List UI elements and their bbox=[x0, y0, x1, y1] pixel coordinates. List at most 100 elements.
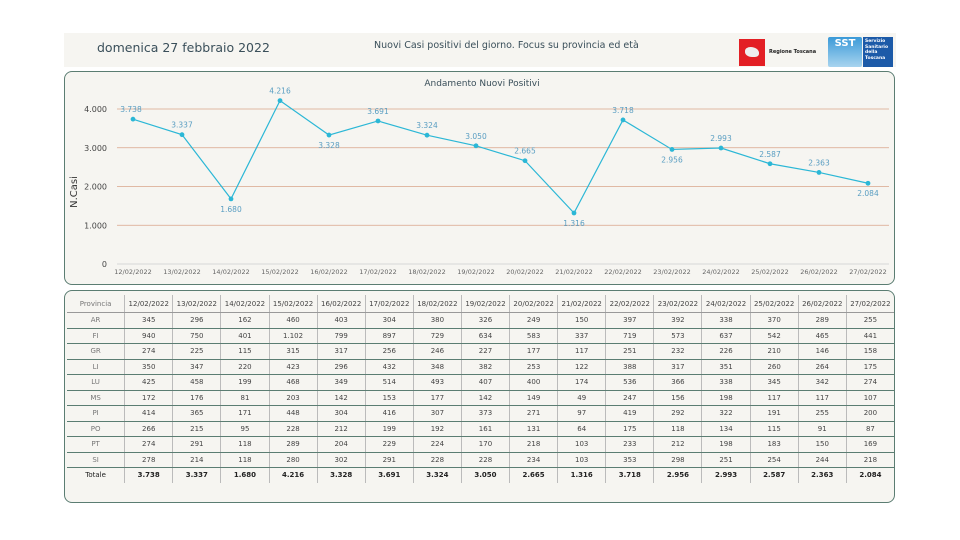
x-tick-label: 25/02/2022 bbox=[751, 268, 788, 276]
value-cell: 122 bbox=[557, 359, 606, 375]
value-cell: 118 bbox=[653, 421, 702, 437]
value-cell: 192 bbox=[412, 421, 462, 437]
value-cell: 637 bbox=[701, 328, 751, 344]
data-point bbox=[865, 180, 871, 186]
value-cell: 448 bbox=[268, 405, 318, 422]
value-cell: 388 bbox=[605, 359, 654, 375]
value-cell: 264 bbox=[797, 359, 847, 375]
value-cell: 416 bbox=[364, 405, 414, 422]
data-point bbox=[522, 158, 528, 164]
data-label: 2.084 bbox=[857, 189, 879, 198]
value-cell: 2.587 bbox=[749, 467, 799, 483]
value-cell: 177 bbox=[509, 343, 558, 360]
value-cell: 298 bbox=[653, 452, 702, 468]
total-row: Totale 3.738 3.337 1.680 4.216 3.328 3.691 3.32… bbox=[67, 467, 894, 483]
value-cell: 158 bbox=[845, 343, 894, 360]
value-cell: 373 bbox=[460, 405, 510, 422]
value-cell: 103 bbox=[557, 452, 606, 468]
column-header-date: 15/02/2022 bbox=[268, 295, 318, 313]
value-cell: 198 bbox=[701, 436, 751, 453]
column-header-provincia: Provincia bbox=[67, 295, 125, 313]
value-cell: 2.363 bbox=[797, 467, 847, 483]
column-header-date: 17/02/2022 bbox=[364, 295, 414, 313]
value-cell: 419 bbox=[605, 405, 654, 422]
value-cell: 382 bbox=[460, 359, 510, 375]
value-cell: 401 bbox=[220, 328, 269, 344]
value-cell: 200 bbox=[845, 405, 894, 422]
table-row: FI 940 750 401 1.102 799 897 729 634 583 337 719 573… bbox=[67, 328, 894, 344]
value-cell: 117 bbox=[557, 343, 606, 360]
value-cell: 274 bbox=[124, 436, 173, 453]
value-cell: 228 bbox=[268, 421, 318, 437]
value-cell: 226 bbox=[701, 343, 751, 360]
value-cell: 198 bbox=[701, 390, 751, 406]
value-cell: 227 bbox=[460, 343, 510, 360]
value-cell: 345 bbox=[749, 374, 799, 391]
table-row: GR 274 225 115 315 317 256 246 227 177 117 251 232 22… bbox=[67, 343, 894, 360]
x-tick-label: 22/02/2022 bbox=[604, 268, 641, 276]
value-cell: 292 bbox=[653, 405, 702, 422]
value-cell: 296 bbox=[316, 359, 366, 375]
value-cell: 103 bbox=[557, 436, 606, 453]
province-cell: Totale bbox=[85, 471, 106, 480]
x-tick-label: 17/02/2022 bbox=[359, 268, 396, 276]
value-cell: 249 bbox=[509, 312, 558, 329]
data-label: 2.665 bbox=[514, 147, 536, 156]
value-cell: 251 bbox=[605, 343, 654, 360]
value-cell: 251 bbox=[701, 452, 751, 468]
value-cell: 348 bbox=[412, 359, 462, 375]
value-cell: 115 bbox=[220, 343, 269, 360]
column-header-date: 20/02/2022 bbox=[509, 295, 558, 313]
value-cell: 458 bbox=[172, 374, 221, 391]
value-cell: 514 bbox=[364, 374, 414, 391]
value-cell: 291 bbox=[172, 436, 221, 453]
value-cell: 266 bbox=[124, 421, 173, 437]
value-cell: 322 bbox=[701, 405, 751, 422]
data-label: 3.328 bbox=[318, 141, 340, 150]
y-tick-label: 0 bbox=[102, 260, 107, 269]
data-point bbox=[130, 116, 136, 122]
column-header-date: 16/02/2022 bbox=[316, 295, 366, 313]
value-cell: 81 bbox=[220, 390, 269, 406]
data-point bbox=[375, 118, 381, 124]
value-cell: 97 bbox=[557, 405, 606, 422]
province-cell: PI bbox=[67, 405, 125, 422]
table-row: LU 425 458 199 468 349 514 493 407 400 174 536 366 33… bbox=[67, 374, 894, 391]
y-tick-label: 3.000 bbox=[84, 144, 107, 153]
value-cell: 338 bbox=[701, 312, 751, 329]
value-cell: 234 bbox=[509, 452, 558, 468]
value-cell: 380 bbox=[412, 312, 462, 329]
value-cell: 338 bbox=[701, 374, 751, 391]
regione-toscana-logo: Regione Toscana bbox=[739, 38, 839, 66]
data-point bbox=[228, 196, 234, 202]
value-cell: 215 bbox=[172, 421, 221, 437]
column-header-date: 23/02/2022 bbox=[653, 295, 702, 313]
province-cell: PO bbox=[67, 421, 125, 437]
data-point bbox=[571, 210, 577, 216]
value-cell: 542 bbox=[749, 328, 799, 344]
value-cell: 174 bbox=[557, 374, 606, 391]
value-cell: 87 bbox=[845, 421, 894, 437]
province-cell: SI bbox=[67, 452, 125, 468]
value-cell: 246 bbox=[412, 343, 462, 360]
value-cell: 536 bbox=[605, 374, 654, 391]
value-cell: 256 bbox=[364, 343, 414, 360]
value-cell: 118 bbox=[220, 436, 269, 453]
value-cell: 255 bbox=[797, 405, 847, 422]
value-cell: 423 bbox=[268, 359, 318, 375]
value-cell: 169 bbox=[845, 436, 894, 453]
value-cell: 719 bbox=[605, 328, 654, 344]
value-cell: 493 bbox=[412, 374, 462, 391]
value-cell: 253 bbox=[509, 359, 558, 375]
data-point bbox=[767, 161, 773, 167]
value-cell: 274 bbox=[124, 343, 173, 360]
column-header-date: 24/02/2022 bbox=[701, 295, 751, 313]
value-cell: 351 bbox=[701, 359, 751, 375]
value-cell: 274 bbox=[845, 374, 894, 391]
value-cell: 162 bbox=[220, 312, 269, 329]
cases-by-province-table: Provincia 12/02/2022 13/02/2022 14/02/2022 1… bbox=[67, 295, 894, 483]
x-tick-label: 16/02/2022 bbox=[310, 268, 347, 276]
value-cell: 365 bbox=[172, 405, 221, 422]
value-cell: 634 bbox=[460, 328, 510, 344]
value-cell: 142 bbox=[460, 390, 510, 406]
